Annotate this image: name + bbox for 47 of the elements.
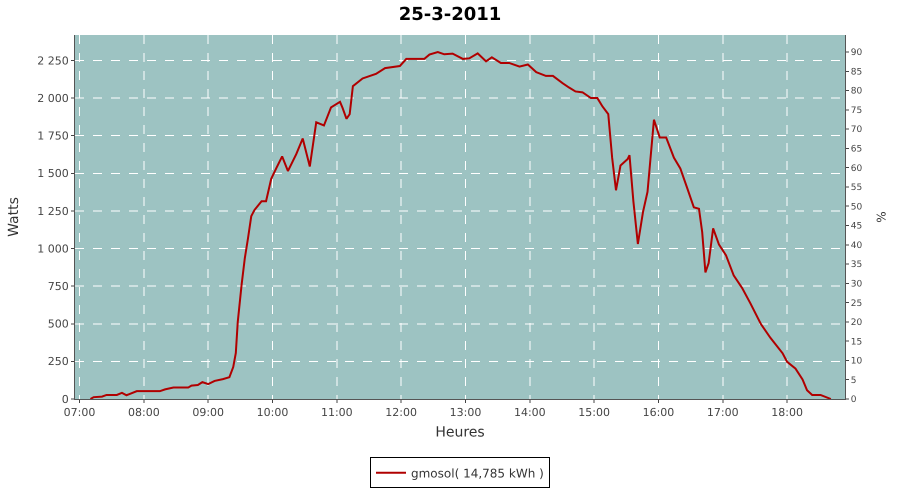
y-tick-label: 1 500: [37, 167, 69, 180]
y2-tick-label: 60: [850, 164, 863, 174]
y2-tick-label: 70: [850, 125, 863, 136]
y-tick-label: 1 750: [37, 130, 69, 143]
y2-axis-title: %: [874, 211, 888, 223]
x-tick-label: 09:00: [192, 406, 224, 420]
y2-tick-label: 30: [850, 279, 863, 290]
x-tick-label: 07:00: [64, 406, 96, 420]
x-tick-label: 14:00: [514, 406, 546, 420]
x-tick-label: 12:00: [385, 406, 417, 420]
x-tick-label: 13:00: [450, 406, 482, 420]
x-tick-label: 17:00: [706, 406, 739, 420]
x-axis-title: Heures: [435, 424, 485, 440]
x-tick-label: 16:00: [642, 406, 674, 420]
x-tick-label: 11:00: [320, 406, 353, 420]
chart-title: 25-3-2011: [398, 4, 502, 26]
y2-tick-label: 55: [850, 183, 862, 194]
x-tick-label: 10:00: [256, 406, 288, 420]
y2-tick-label: 75: [850, 106, 862, 116]
x-tick-label: 15:00: [578, 406, 610, 420]
y2-tick-label: 45: [850, 222, 862, 232]
line-series: [89, 51, 832, 399]
y2-tick-label: 85: [850, 67, 862, 78]
y2-tick-label: 50: [850, 202, 863, 212]
y-tick-label: 500: [48, 318, 69, 331]
y2-tick-label: 0: [850, 395, 857, 406]
y2-tick-label: 20: [850, 318, 863, 328]
y-tick-label: 250: [48, 355, 69, 368]
y2-tick-label: 25: [850, 298, 862, 309]
legend-label: gmosol( 14,785 kWh ): [411, 466, 544, 480]
y-tick-label: 1 000: [37, 242, 69, 256]
x-tick-label: 18:00: [771, 406, 803, 420]
y-tick-label: 0: [62, 392, 69, 406]
y2-tick-label: 5: [850, 376, 857, 386]
y2-tick-label: 90: [850, 48, 863, 58]
y2-tick-label: 35: [850, 260, 862, 270]
y-tick-label: 2 000: [37, 92, 69, 105]
y2-tick-label: 80: [850, 86, 863, 97]
y-tick-label: 2 250: [37, 54, 69, 68]
y2-tick-label: 10: [850, 356, 863, 367]
y-tick-label: 1 250: [37, 204, 69, 218]
y2-tick-label: 65: [850, 144, 862, 155]
y-axis-title: Watts: [6, 197, 22, 237]
y2-tick-label: 40: [850, 240, 863, 251]
y2-tick-label: 15: [850, 337, 862, 348]
y-tick-label: 750: [48, 280, 69, 293]
x-tick-label: 08:00: [128, 406, 160, 420]
